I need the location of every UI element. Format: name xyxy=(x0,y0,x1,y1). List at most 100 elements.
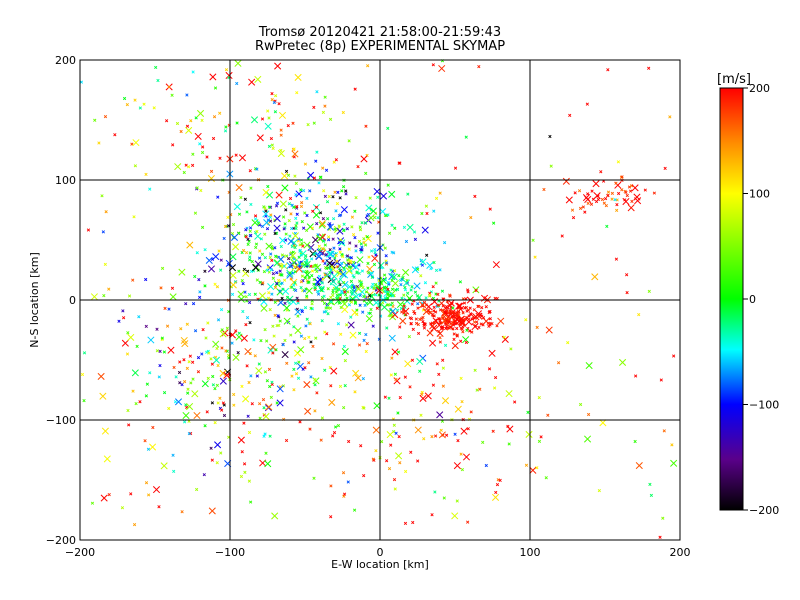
data-point xyxy=(326,287,330,291)
data-point xyxy=(299,334,304,338)
data-point xyxy=(525,430,533,438)
data-point xyxy=(455,499,459,503)
data-point xyxy=(391,304,395,308)
data-point xyxy=(279,244,283,249)
data-point xyxy=(247,380,251,385)
data-point xyxy=(184,302,188,306)
data-point xyxy=(185,93,189,97)
data-point xyxy=(250,116,259,124)
data-point xyxy=(223,224,228,229)
data-point xyxy=(273,285,278,290)
data-point xyxy=(162,391,167,395)
data-point xyxy=(343,383,347,388)
data-point xyxy=(335,259,339,263)
data-point xyxy=(205,410,209,414)
data-point xyxy=(249,233,253,237)
data-point xyxy=(266,109,270,113)
data-point xyxy=(218,396,222,400)
data-point xyxy=(290,226,294,231)
data-point xyxy=(144,324,148,328)
data-point xyxy=(204,336,208,340)
data-point xyxy=(303,260,311,268)
data-point xyxy=(658,535,662,539)
data-point xyxy=(244,250,249,255)
data-point xyxy=(340,300,349,308)
data-point xyxy=(448,320,452,324)
data-point xyxy=(360,269,365,273)
data-point xyxy=(209,169,214,173)
data-point xyxy=(392,478,397,482)
data-point xyxy=(244,295,248,299)
data-point xyxy=(278,289,282,293)
data-point xyxy=(436,411,444,419)
data-point xyxy=(583,210,587,214)
data-point xyxy=(93,118,97,122)
data-point xyxy=(462,301,467,305)
data-point xyxy=(402,304,406,308)
data-point xyxy=(249,374,253,378)
data-point xyxy=(291,263,299,271)
data-point xyxy=(254,242,259,246)
data-point xyxy=(315,150,319,154)
data-point xyxy=(237,231,241,235)
data-point xyxy=(247,292,252,297)
data-point xyxy=(135,344,139,348)
data-point xyxy=(132,215,136,219)
data-point xyxy=(326,312,330,316)
data-point xyxy=(409,321,413,326)
data-point xyxy=(386,293,390,297)
data-point xyxy=(493,296,497,300)
data-point xyxy=(358,303,362,307)
data-point xyxy=(237,290,245,298)
data-point xyxy=(277,149,285,158)
data-point xyxy=(594,199,599,204)
data-point xyxy=(237,212,242,216)
data-point xyxy=(478,312,483,316)
data-point xyxy=(447,299,455,307)
data-point xyxy=(366,286,370,290)
data-point xyxy=(295,91,299,95)
data-point xyxy=(231,222,236,227)
data-point xyxy=(440,317,449,325)
data-point xyxy=(345,267,353,275)
data-point xyxy=(314,263,319,267)
data-point xyxy=(307,280,311,284)
data-point xyxy=(348,241,352,245)
data-point xyxy=(347,139,351,143)
data-point xyxy=(127,423,131,427)
data-point xyxy=(414,317,418,321)
data-point xyxy=(448,293,452,297)
data-point xyxy=(189,381,193,385)
data-point xyxy=(466,520,470,524)
data-point xyxy=(634,374,638,378)
data-point xyxy=(271,272,275,276)
data-point xyxy=(409,317,414,321)
data-point xyxy=(469,410,473,414)
y-axis-ticks: −200 −100 0 100 200 xyxy=(46,54,76,547)
data-point xyxy=(354,244,358,248)
data-point xyxy=(380,440,384,444)
data-point xyxy=(477,325,481,330)
data-point xyxy=(365,235,370,239)
data-point xyxy=(254,245,258,250)
data-point xyxy=(97,372,105,381)
data-point xyxy=(279,273,283,277)
data-point xyxy=(377,261,385,269)
data-point xyxy=(158,363,162,368)
data-point xyxy=(328,248,332,252)
data-point xyxy=(245,315,250,320)
data-point xyxy=(425,303,433,311)
data-point xyxy=(306,122,310,127)
data-point xyxy=(663,166,667,171)
data-point xyxy=(189,119,193,123)
data-point xyxy=(212,253,220,261)
data-point xyxy=(672,354,676,358)
x-axis-ticks: −200 −100 0 100 200 xyxy=(65,546,691,559)
data-point xyxy=(229,281,237,289)
data-point xyxy=(323,194,327,198)
data-point xyxy=(294,372,299,376)
data-point xyxy=(399,306,403,311)
x-tick-label: −200 xyxy=(65,546,95,559)
data-point xyxy=(393,226,397,230)
data-point xyxy=(242,421,246,425)
